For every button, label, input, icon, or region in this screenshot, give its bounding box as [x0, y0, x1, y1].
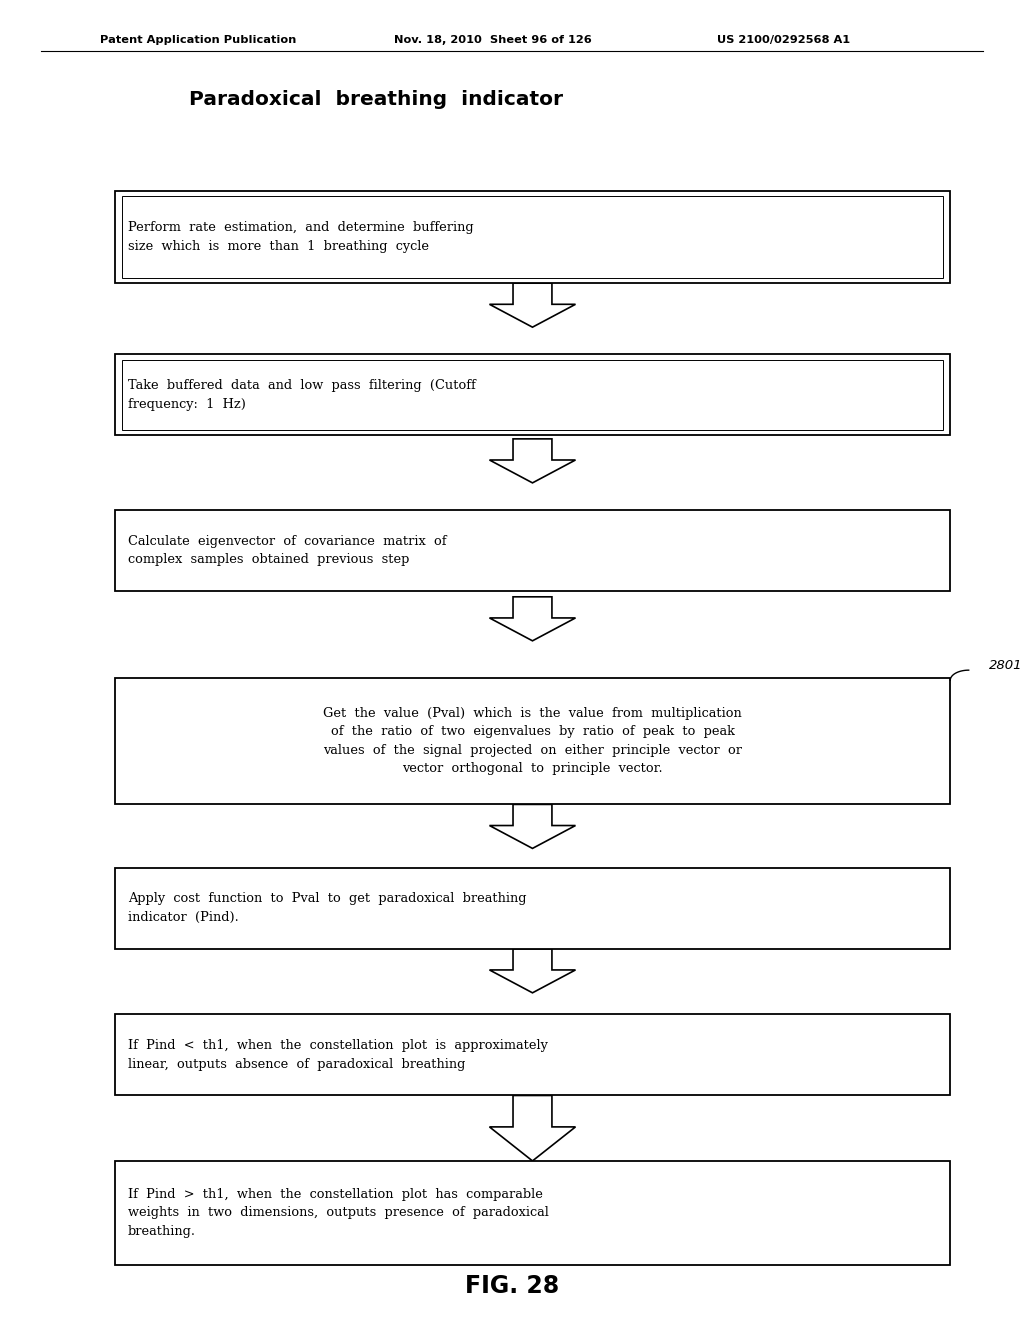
Bar — [115, 510, 950, 591]
Polygon shape — [489, 597, 575, 640]
Bar — [115, 1014, 950, 1096]
Bar — [122, 360, 943, 430]
Text: If  Pind  >  th1,  when  the  constellation  plot  has  comparable
weights  in  : If Pind > th1, when the constellation pl… — [128, 1188, 549, 1238]
Bar — [115, 1160, 950, 1265]
Bar — [115, 354, 950, 436]
Bar — [122, 197, 943, 277]
Text: US 2100/0292568 A1: US 2100/0292568 A1 — [717, 36, 850, 45]
Text: Paradoxical  breathing  indicator: Paradoxical breathing indicator — [189, 90, 563, 110]
Polygon shape — [489, 1096, 575, 1160]
Polygon shape — [489, 804, 575, 849]
Text: 2801: 2801 — [989, 660, 1023, 672]
Bar — [115, 678, 950, 804]
Polygon shape — [489, 949, 575, 993]
Text: Calculate  eigenvector  of  covariance  matrix  of
complex  samples  obtained  p: Calculate eigenvector of covariance matr… — [128, 535, 446, 566]
Polygon shape — [489, 438, 575, 483]
Text: Apply  cost  function  to  Pval  to  get  paradoxical  breathing
indicator  (Pin: Apply cost function to Pval to get parad… — [128, 892, 526, 924]
Bar — [115, 190, 950, 284]
Polygon shape — [489, 284, 575, 327]
Text: FIG. 28: FIG. 28 — [465, 1274, 559, 1298]
Text: If  Pind  <  th1,  when  the  constellation  plot  is  approximately
linear,  ou: If Pind < th1, when the constellation pl… — [128, 1039, 548, 1071]
Text: Perform  rate  estimation,  and  determine  buffering
size  which  is  more  tha: Perform rate estimation, and determine b… — [128, 222, 474, 252]
Text: Patent Application Publication: Patent Application Publication — [100, 36, 297, 45]
Text: Get  the  value  (Pval)  which  is  the  value  from  multiplication
of  the  ra: Get the value (Pval) which is the value … — [323, 708, 742, 775]
Text: Take  buffered  data  and  low  pass  filtering  (Cutoff
frequency:  1  Hz): Take buffered data and low pass filterin… — [128, 379, 476, 411]
Text: Nov. 18, 2010  Sheet 96 of 126: Nov. 18, 2010 Sheet 96 of 126 — [394, 36, 592, 45]
Bar — [115, 867, 950, 949]
